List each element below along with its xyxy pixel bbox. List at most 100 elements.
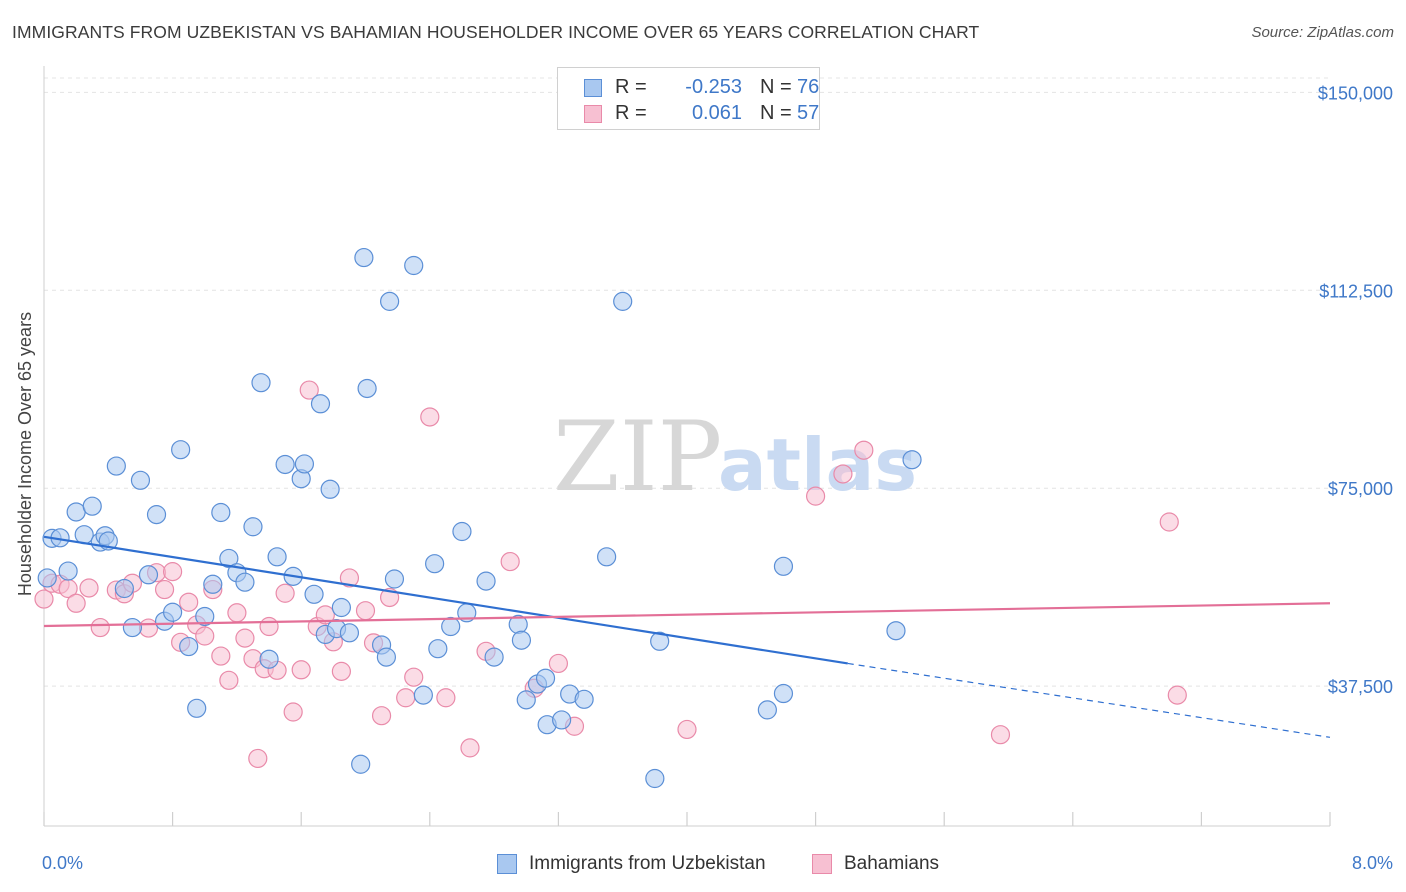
trend-lines	[43, 535, 1331, 738]
bahamians-point	[500, 551, 520, 572]
uzbekistan-point	[82, 496, 102, 516]
uzbekistan-point	[574, 689, 594, 709]
legend-swatch-blue	[584, 79, 602, 97]
uzbekistan-point	[320, 479, 340, 499]
bahamians-point	[179, 592, 199, 612]
uzbekistan-point	[74, 525, 94, 545]
bahamians-point	[371, 706, 392, 726]
bahamians-point	[548, 653, 569, 674]
uzbekistan-point	[243, 517, 263, 537]
uzbekistan-point	[114, 578, 134, 599]
bahamians-point	[291, 660, 311, 680]
uzbekistan-point	[484, 647, 504, 667]
uzbekistan-point	[294, 454, 315, 474]
bahamians-point	[833, 464, 853, 484]
bahamians-point	[315, 605, 335, 625]
uzbekistan-point	[357, 378, 377, 399]
uzbekistan-point	[211, 502, 231, 523]
bahamians-point	[990, 725, 1011, 745]
bahamians-point	[460, 738, 480, 758]
bahamians-point	[275, 583, 295, 603]
uzbekistan-point	[37, 568, 57, 588]
uzbekistan-point	[66, 502, 86, 522]
y-axis-label: Householder Income Over 65 years	[15, 312, 35, 596]
uzbekistan-point	[304, 584, 324, 604]
legend-r-value: 0.061	[691, 102, 742, 124]
bahamians-point	[66, 593, 86, 613]
axes-layer	[43, 66, 1331, 827]
uzbekistan-point	[58, 561, 78, 581]
legend-n-label: N =	[760, 102, 792, 124]
bahamians-point	[677, 719, 697, 740]
uzbekistan-point	[130, 470, 151, 490]
bottom-legend-swatch-blue	[497, 854, 517, 874]
bahamians-point	[154, 579, 175, 600]
bahamians-point	[211, 646, 231, 666]
uzbekistan-trend-line	[43, 535, 848, 665]
uzbekistan-point	[351, 754, 371, 774]
legend-swatch-pink	[584, 105, 602, 123]
bahamians-point	[1167, 685, 1187, 705]
uzbekistan-point	[376, 647, 396, 667]
bahamians-point	[420, 407, 440, 427]
uzbekistan-point	[163, 602, 183, 622]
legend-n-value: 76	[797, 76, 820, 98]
uzbekistan-points	[37, 247, 922, 789]
bahamians-point	[248, 748, 268, 769]
bahamians-point	[805, 486, 826, 506]
uzbekistan-point	[425, 554, 445, 574]
uzbekistan-point	[339, 623, 360, 643]
uzbekistan-point	[179, 636, 199, 657]
x-tick-label-max: 8.0%	[1352, 853, 1393, 873]
bahamians-point	[396, 688, 416, 708]
uzbekistan-point	[773, 683, 794, 704]
bottom-legend-label: Immigrants from Uzbekistan	[529, 853, 766, 874]
uzbekistan-point	[535, 668, 556, 688]
uzbekistan-point	[441, 616, 461, 637]
uzbekistan-point	[219, 548, 239, 569]
bahamians-point	[339, 568, 360, 588]
bahamians-point	[219, 670, 239, 690]
bahamians-point	[163, 562, 183, 582]
uzbekistan-point	[310, 394, 331, 414]
uzbekistan-point	[476, 571, 496, 591]
bahamians-point	[227, 603, 247, 623]
uzbekistan-point	[757, 700, 777, 720]
bahamians-point	[138, 618, 159, 638]
uzbekistan-point	[613, 291, 633, 311]
uzbekistan-point	[275, 454, 295, 475]
uzbekistan-point	[552, 710, 572, 730]
uzbekistan-point	[650, 631, 670, 651]
bahamians-point	[436, 688, 456, 708]
bottom-legend-label: Bahamians	[844, 853, 940, 874]
bahamians-point	[355, 601, 376, 621]
uzbekistan-point	[404, 255, 424, 276]
watermark-zip: ZIP	[553, 401, 722, 513]
uzbekistan-point	[138, 565, 159, 585]
bahamians-trend-line	[43, 602, 1331, 628]
uzbekistan-point	[187, 698, 207, 718]
uzbekistan-trend-extension	[847, 662, 1331, 738]
uzbekistan-point	[413, 685, 433, 705]
bahamians-point	[90, 617, 110, 638]
bahamians-point	[283, 702, 303, 722]
uzbekistan-point	[384, 569, 405, 589]
uzbekistan-point	[203, 574, 223, 594]
legend-n-label: N =	[760, 76, 792, 98]
bahamians-point	[259, 616, 279, 637]
uzbekistan-point	[380, 291, 400, 311]
uzbekistan-point	[354, 247, 374, 268]
bahamians-point	[34, 589, 54, 609]
tick-labels: $37,500 $75,000 $112,500 $150,000 0.0% 8.0%	[42, 83, 1393, 873]
y-tick-label: $150,000	[1318, 83, 1393, 103]
bahamians-point	[195, 626, 215, 646]
y-tick-label: $75,000	[1328, 479, 1393, 499]
uzbekistan-point	[251, 373, 271, 393]
uzbekistan-point	[452, 521, 472, 542]
uzbekistan-point	[146, 505, 167, 525]
uzbekistan-point	[428, 639, 448, 659]
uzbekistan-point	[235, 572, 255, 592]
bahamians-point	[404, 667, 424, 687]
uzbekistan-point	[259, 649, 279, 669]
